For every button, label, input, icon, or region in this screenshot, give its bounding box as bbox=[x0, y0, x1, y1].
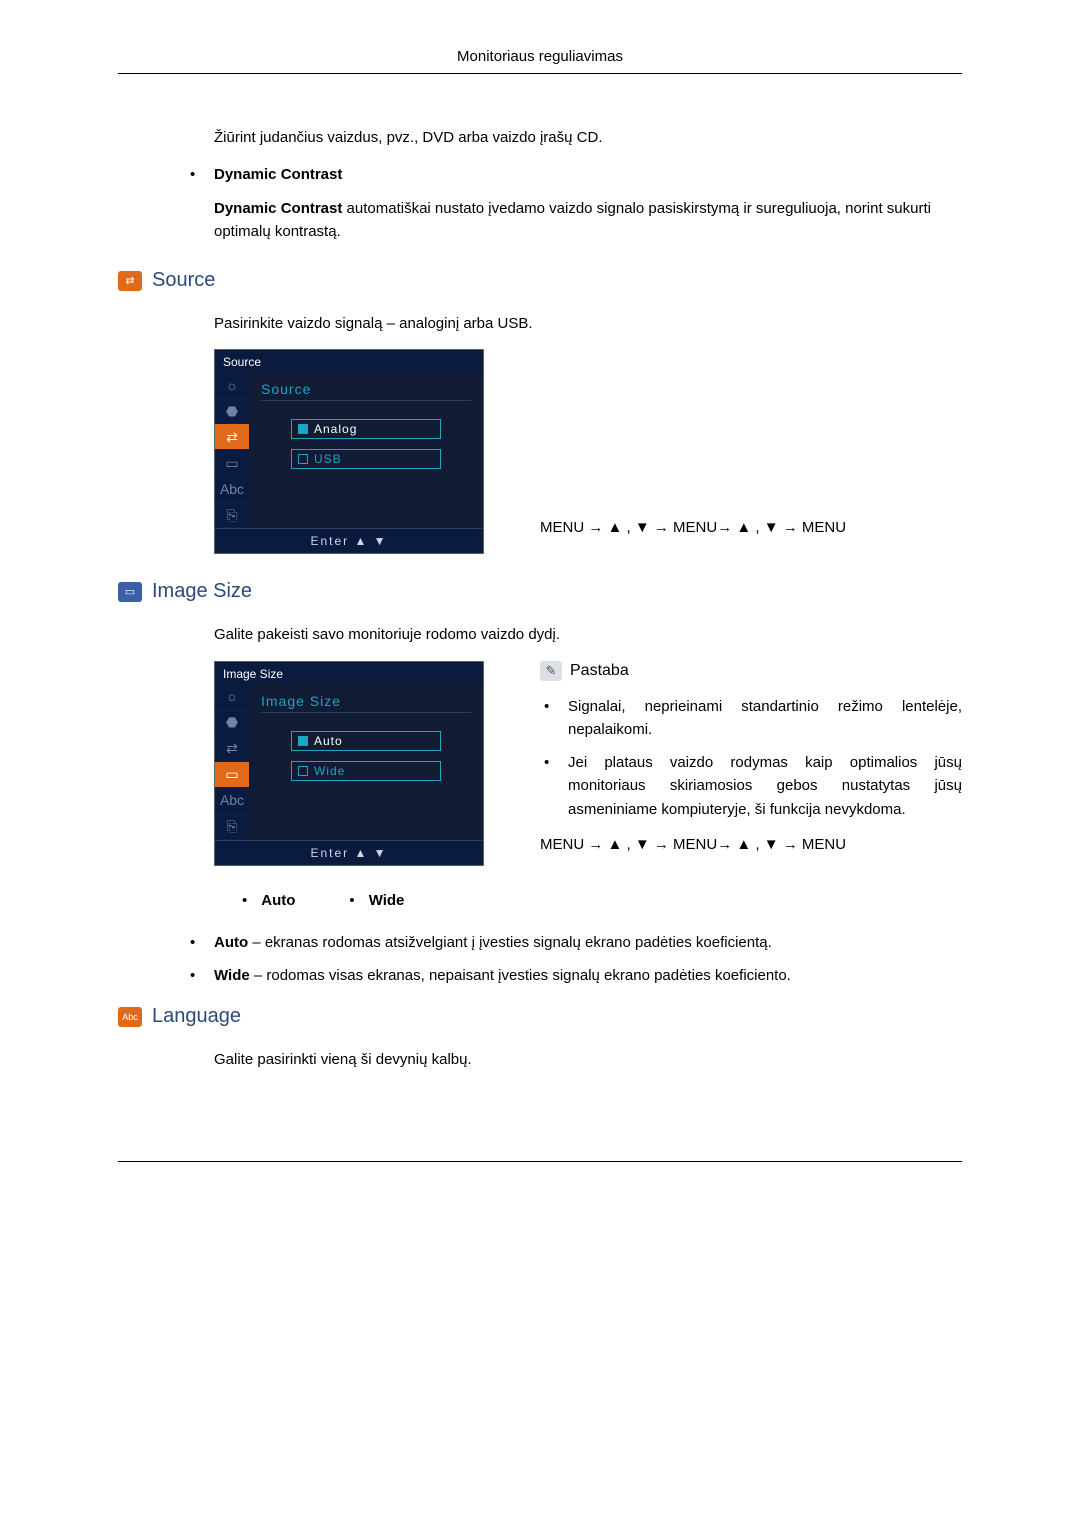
language-heading-text: Language bbox=[152, 1005, 241, 1028]
source-osd-panel: Source ☼⬣⇄▭Abc⎘ Source Analog USB Enter ▲… bbox=[214, 349, 484, 554]
osd-menu-icon: ⇄ bbox=[215, 424, 249, 450]
osd-option: Auto bbox=[291, 731, 441, 751]
image-size-menu-sequence: MENU → ▲ , ▼ → MENU→ ▲ , ▼ → MENU bbox=[540, 833, 962, 856]
language-paragraph: Galite pasirinkti vieną ši devynių kalbų… bbox=[214, 1048, 962, 1071]
osd-menu-icon: Abc bbox=[215, 476, 249, 502]
osd-option-label: Analog bbox=[314, 423, 357, 435]
osd-menu-icon: ⬣ bbox=[215, 710, 249, 736]
osd-option-label: Wide bbox=[314, 765, 345, 777]
language-section-heading: Abc Language bbox=[118, 1005, 962, 1028]
image-size-osd-footer: Enter ▲ ▼ bbox=[215, 840, 483, 865]
osd-option-label: Auto bbox=[314, 735, 343, 747]
wide-def-label: Wide bbox=[214, 967, 250, 984]
image-size-osd-panel: Image Size ☼⬣⇄▭Abc⎘ Image Size AutoWide … bbox=[214, 661, 484, 866]
osd-option-label: USB bbox=[314, 453, 342, 465]
inline-option-label: Auto bbox=[261, 892, 295, 909]
dynamic-contrast-label-inline: Dynamic Contrast bbox=[214, 200, 342, 217]
auto-def-label: Auto bbox=[214, 934, 248, 951]
note-bullet-text: Signalai, neprieinami standartinio režim… bbox=[568, 695, 962, 742]
bullet-dot: • bbox=[242, 892, 247, 909]
osd-menu-icon: ⎘ bbox=[215, 502, 249, 528]
image-size-paragraph: Galite pakeisti savo monitoriuje rodomo … bbox=[214, 623, 962, 646]
osd-option: Wide bbox=[291, 761, 441, 781]
language-section-icon: Abc bbox=[118, 1007, 142, 1027]
dynamic-contrast-item: • Dynamic Contrast bbox=[186, 163, 962, 186]
image-size-osd-subtitle: Image Size bbox=[261, 694, 471, 713]
auto-def-text: – ekranas rodomas atsižvelgiant į įvesti… bbox=[248, 934, 772, 951]
image-size-osd-icon-column: ☼⬣⇄▭Abc⎘ bbox=[215, 684, 249, 840]
osd-menu-icon: ⬣ bbox=[215, 398, 249, 424]
wide-def-text: – rodomas visas ekranas, nepaisant įvest… bbox=[250, 967, 791, 984]
footer-rule bbox=[118, 1161, 962, 1162]
bullet-dot: • bbox=[349, 892, 354, 909]
source-osd-title: Source bbox=[215, 350, 483, 372]
bullet-dot: • bbox=[186, 163, 214, 186]
osd-menu-icon: ▭ bbox=[215, 762, 249, 788]
source-section-icon: ⇄ bbox=[118, 271, 142, 291]
source-osd-footer: Enter ▲ ▼ bbox=[215, 528, 483, 553]
image-size-section-heading: ▭ Image Size bbox=[118, 580, 962, 603]
source-menu-sequence: MENU → ▲ , ▼ → MENU→ ▲ , ▼ → MENU bbox=[540, 516, 846, 539]
inline-option: • Auto bbox=[242, 892, 295, 909]
osd-menu-icon: ☼ bbox=[215, 684, 249, 710]
bullet-dot: • bbox=[186, 931, 214, 954]
bullet-dot: • bbox=[540, 751, 568, 821]
bullet-dot: • bbox=[186, 964, 214, 987]
source-osd-icon-column: ☼⬣⇄▭Abc⎘ bbox=[215, 372, 249, 528]
note-icon: ✎ bbox=[540, 661, 562, 681]
osd-option: Analog bbox=[291, 419, 441, 439]
osd-menu-icon: ▭ bbox=[215, 450, 249, 476]
bullet-dot: • bbox=[540, 695, 568, 742]
osd-option-checkbox bbox=[298, 766, 308, 776]
inline-option: • Wide bbox=[349, 892, 404, 909]
source-section-heading: ⇄ Source bbox=[118, 269, 962, 292]
page-header: Monitoriaus reguliavimas bbox=[118, 48, 962, 74]
note-bullet-text: Jei plataus vaizdo rodymas kaip optimali… bbox=[568, 751, 962, 821]
dynamic-contrast-desc: Dynamic Contrast automatiškai nustato įv… bbox=[214, 197, 962, 244]
note-bullet: •Jei plataus vaizdo rodymas kaip optimal… bbox=[540, 751, 962, 821]
auto-definition: • Auto – ekranas rodomas atsižvelgiant į… bbox=[186, 931, 962, 954]
note-label: Pastaba bbox=[570, 662, 629, 680]
osd-menu-icon: ⎘ bbox=[215, 814, 249, 840]
source-heading-text: Source bbox=[152, 269, 215, 292]
osd-option-checkbox bbox=[298, 736, 308, 746]
osd-option-checkbox bbox=[298, 454, 308, 464]
wide-definition: • Wide – rodomas visas ekranas, nepaisan… bbox=[186, 964, 962, 987]
intro-paragraph: Žiūrint judančius vaizdus, pvz., DVD arb… bbox=[214, 126, 962, 149]
image-size-heading-text: Image Size bbox=[152, 580, 252, 603]
image-size-section-icon: ▭ bbox=[118, 582, 142, 602]
source-osd-subtitle: Source bbox=[261, 382, 471, 401]
osd-menu-icon: ☼ bbox=[215, 372, 249, 398]
osd-option: USB bbox=[291, 449, 441, 469]
dynamic-contrast-title: Dynamic Contrast bbox=[214, 163, 962, 186]
note-bullet: •Signalai, neprieinami standartinio reži… bbox=[540, 695, 962, 742]
image-size-inline-options: • Auto • Wide bbox=[242, 892, 962, 909]
note-heading: ✎ Pastaba bbox=[540, 661, 962, 681]
osd-menu-icon: Abc bbox=[215, 788, 249, 814]
inline-option-label: Wide bbox=[369, 892, 405, 909]
osd-menu-icon: ⇄ bbox=[215, 736, 249, 762]
source-paragraph: Pasirinkite vaizdo signalą – analoginį a… bbox=[214, 312, 962, 335]
image-size-osd-title: Image Size bbox=[215, 662, 483, 684]
osd-option-checkbox bbox=[298, 424, 308, 434]
